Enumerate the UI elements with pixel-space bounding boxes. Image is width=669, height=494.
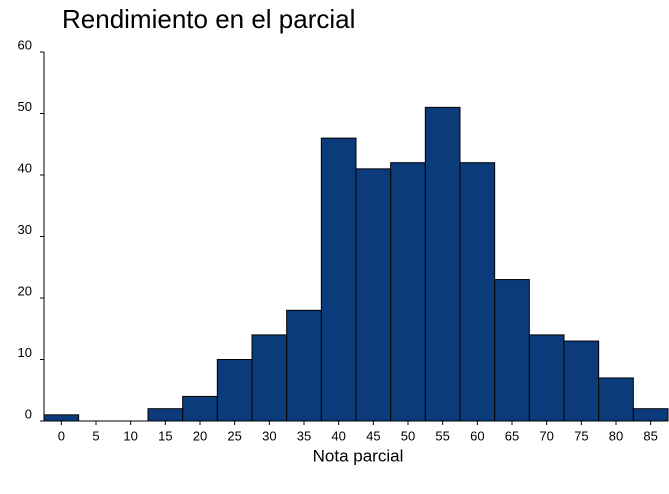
bar (598, 377, 634, 422)
x-tick-label: 35 (297, 428, 311, 443)
y-tick-label: 40 (18, 160, 32, 175)
x-tick-label: 5 (92, 428, 99, 443)
y-tick-label: 10 (18, 345, 32, 360)
x-tick-label: 60 (470, 428, 484, 443)
bar (355, 168, 392, 422)
x-tick-label: 85 (643, 428, 657, 443)
x-tick-label: 20 (193, 428, 207, 443)
bar (286, 309, 322, 422)
bar (251, 334, 288, 422)
bar (43, 414, 80, 422)
x-tick-label: 70 (539, 428, 553, 443)
x-tick-label: 65 (505, 428, 519, 443)
x-tick-label: 40 (331, 428, 345, 443)
x-tick-label: 45 (366, 428, 380, 443)
x-axis-label: Nota parcial (313, 446, 404, 465)
chart-title: Rendimiento en el parcial (62, 4, 355, 34)
x-tick-label: 25 (227, 428, 241, 443)
y-tick-label: 60 (18, 37, 32, 52)
y-tick-label: 30 (18, 222, 32, 237)
bar (563, 340, 600, 422)
x-tick-label: 50 (401, 428, 415, 443)
bar (632, 408, 669, 422)
x-tick-label: 15 (158, 428, 172, 443)
x-tick-label: 55 (435, 428, 449, 443)
bar (320, 137, 357, 422)
x-tick-label: 30 (262, 428, 276, 443)
bar (390, 162, 426, 422)
y-tick-label: 20 (18, 283, 32, 298)
x-tick-label: 75 (574, 428, 588, 443)
x-tick-label: 0 (58, 428, 65, 443)
bar (424, 106, 461, 422)
bar (494, 279, 530, 422)
y-tick-label: 0 (25, 406, 32, 421)
bar (216, 359, 253, 422)
x-tick-label: 80 (609, 428, 623, 443)
x-tick-label: 10 (123, 428, 137, 443)
y-tick-label: 50 (18, 99, 32, 114)
bar (182, 395, 218, 422)
bar (459, 162, 496, 422)
bar (528, 334, 565, 422)
bar (147, 408, 184, 422)
